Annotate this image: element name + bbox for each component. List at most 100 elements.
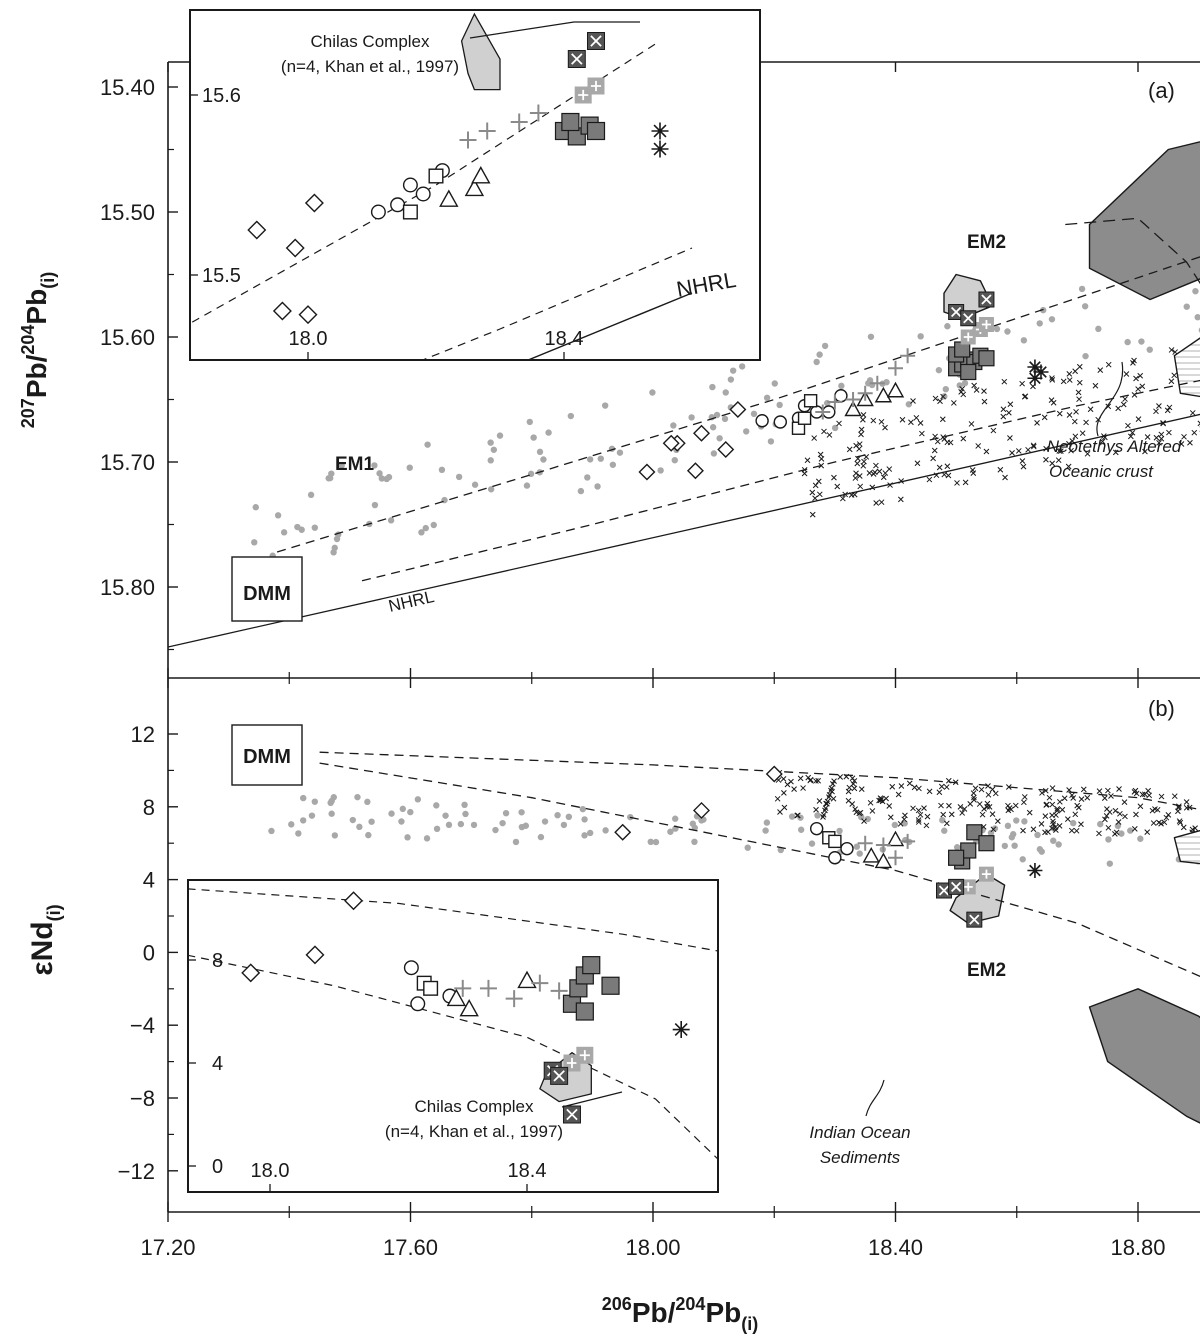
background-black-x xyxy=(960,435,967,442)
background-gray-dot xyxy=(371,501,379,509)
background-gray-dot xyxy=(1055,841,1062,848)
background-gray-dot xyxy=(688,414,695,421)
reference-line-upper-envelope xyxy=(276,256,1200,553)
data-point-dark-square-x xyxy=(950,881,962,893)
y-tick-label-b: 4 xyxy=(143,868,155,893)
data-point-triangle xyxy=(886,830,905,847)
background-black-x xyxy=(1083,419,1089,426)
inset-b-frame xyxy=(187,879,719,1193)
y-tick-label-a: 15.70 xyxy=(100,450,155,475)
background-gray-dot xyxy=(388,810,395,817)
background-black-x xyxy=(1007,435,1013,441)
background-black-x xyxy=(834,483,841,490)
background-gray-dot xyxy=(274,512,282,519)
background-black-x xyxy=(926,476,933,483)
background-black-x xyxy=(954,480,960,486)
background-black-x xyxy=(794,812,801,819)
background-black-x xyxy=(1038,821,1045,827)
background-black-x xyxy=(849,775,856,782)
data-point-diamond xyxy=(241,963,261,983)
data-point-diamond xyxy=(686,462,704,480)
background-black-x xyxy=(1139,383,1146,390)
background-black-x xyxy=(1050,818,1056,825)
background-gray-dot xyxy=(349,816,357,824)
data-point-diamond xyxy=(304,193,324,213)
background-black-x xyxy=(1104,806,1110,812)
x-tick-label: 17.20 xyxy=(140,1235,195,1260)
data-point-circle xyxy=(828,851,842,865)
background-black-x xyxy=(774,795,781,802)
background-gray-dot xyxy=(956,382,963,389)
background-gray-dot xyxy=(1011,842,1018,849)
y-tick-label-b: −8 xyxy=(130,1086,155,1111)
background-black-x xyxy=(1097,367,1104,374)
background-gray-dot xyxy=(584,474,591,481)
background-black-x xyxy=(1105,824,1112,831)
background-black-x xyxy=(1096,830,1102,837)
background-black-x xyxy=(860,412,867,418)
background-black-x xyxy=(1189,826,1196,833)
background-black-x xyxy=(1158,793,1165,800)
data-point-cross xyxy=(875,837,891,853)
background-black-x xyxy=(1189,410,1196,416)
background-gray-dot xyxy=(808,840,816,847)
background-black-x xyxy=(994,818,1001,824)
background-gray-dot xyxy=(299,817,307,824)
field-neotethys-altered-oceanic-crust xyxy=(1173,337,1200,398)
background-black-x xyxy=(1113,829,1120,836)
data-point-circle xyxy=(390,197,406,213)
data-point-cross xyxy=(529,104,547,122)
data-point-cross xyxy=(869,375,885,391)
background-black-x xyxy=(852,475,859,481)
background-black-x xyxy=(1039,790,1045,796)
background-black-x xyxy=(853,470,859,477)
background-gray-dot xyxy=(499,819,506,827)
background-black-x xyxy=(1080,786,1087,793)
background-black-x xyxy=(1006,409,1012,416)
data-point-filled-square xyxy=(575,1002,594,1021)
background-black-x xyxy=(1135,386,1141,392)
background-gray-dot xyxy=(667,828,674,835)
background-black-x xyxy=(981,806,987,812)
background-gray-dot xyxy=(953,844,961,851)
background-black-x xyxy=(930,455,936,462)
background-gray-dot xyxy=(1146,346,1153,353)
data-point-circle xyxy=(370,204,386,220)
background-black-x xyxy=(1108,793,1114,799)
x-tick-label: 17.60 xyxy=(383,1235,438,1260)
inset-b-upper-line xyxy=(188,888,718,952)
background-black-x xyxy=(978,786,985,793)
background-gray-dot xyxy=(750,410,758,418)
background-gray-dot xyxy=(858,813,865,821)
background-black-x xyxy=(1061,795,1068,802)
background-black-x xyxy=(1012,802,1019,809)
background-gray-dot xyxy=(652,838,660,846)
background-black-x xyxy=(1078,821,1084,828)
data-point-cross xyxy=(531,974,549,992)
background-gray-dot xyxy=(526,418,533,426)
background-black-x xyxy=(1021,799,1027,806)
background-black-x xyxy=(970,790,977,796)
background-gray-dot xyxy=(487,439,494,446)
background-black-x xyxy=(944,463,951,470)
inset-b-y-tick-label: 4 xyxy=(212,1053,223,1075)
background-black-x xyxy=(1087,406,1094,413)
y-tick-label-b: 0 xyxy=(143,940,155,965)
background-gray-dot xyxy=(523,482,531,489)
background-black-x xyxy=(829,781,836,787)
background-black-x xyxy=(876,468,883,475)
background-gray-dot xyxy=(1192,287,1199,295)
background-black-x xyxy=(992,790,999,797)
background-gray-dot xyxy=(771,380,778,387)
background-black-x xyxy=(981,398,988,405)
background-black-x xyxy=(1049,375,1055,381)
background-black-x xyxy=(1071,418,1078,425)
background-black-x xyxy=(1177,819,1184,826)
background-black-x xyxy=(1068,827,1075,834)
background-gray-dot xyxy=(418,529,425,536)
background-black-x xyxy=(1046,794,1053,801)
background-black-x xyxy=(850,781,857,787)
background-black-x xyxy=(887,814,894,821)
data-point-diamond xyxy=(729,401,747,418)
